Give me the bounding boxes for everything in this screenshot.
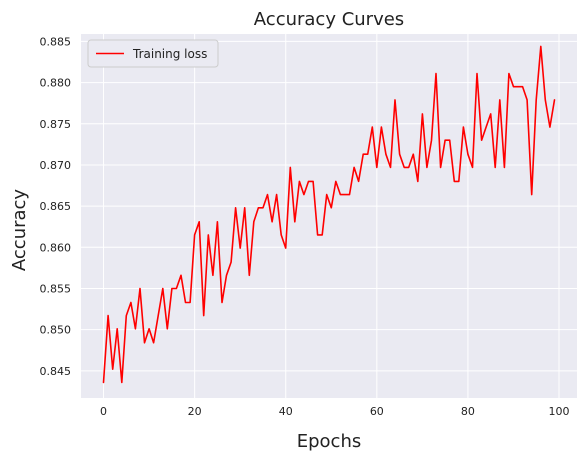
x-tick-label: 40 <box>279 405 293 418</box>
x-tick-label: 100 <box>549 405 570 418</box>
y-tick-label: 0.865 <box>40 200 72 213</box>
x-tick-label: 0 <box>100 405 107 418</box>
y-tick-label: 0.855 <box>40 282 72 295</box>
legend-label: Training loss <box>132 47 207 61</box>
y-tick-label: 0.875 <box>40 118 72 131</box>
x-axis-label: Epochs <box>297 431 362 452</box>
x-tick-label: 60 <box>370 405 384 418</box>
y-tick-label: 0.880 <box>40 77 72 90</box>
y-tick-label: 0.885 <box>40 35 72 48</box>
y-tick-label: 0.870 <box>40 159 72 172</box>
y-tick-label: 0.845 <box>40 365 72 378</box>
y-tick-label: 0.860 <box>40 241 72 254</box>
legend-box <box>87 39 219 68</box>
y-axis-label: Accuracy <box>9 189 30 272</box>
chart-title: Accuracy Curves <box>254 9 404 30</box>
x-tick-label: 80 <box>461 405 475 418</box>
x-tick-label: 20 <box>188 405 202 418</box>
y-tick-label: 0.850 <box>40 324 72 337</box>
series-line-training-loss <box>102 45 556 384</box>
plot-area <box>81 34 577 398</box>
